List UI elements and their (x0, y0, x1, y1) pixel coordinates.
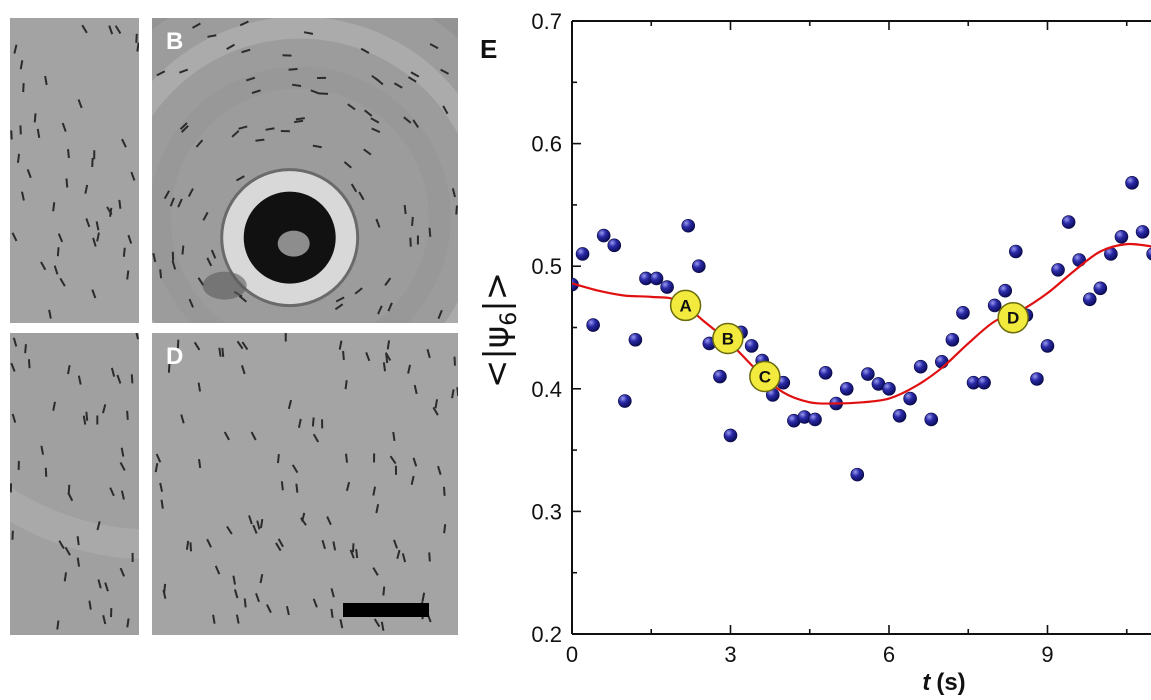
data-point (839, 381, 854, 396)
image-panel-a (10, 18, 139, 323)
data-point (956, 305, 970, 320)
marker-label: A (679, 296, 691, 315)
chart-axes (571, 20, 1151, 635)
data-point (987, 298, 1002, 313)
data-point (1008, 244, 1023, 259)
y-tick-label: 0.7 (531, 9, 562, 34)
data-point (998, 283, 1013, 298)
x-tick-labels: 0 3 6 9 (566, 642, 1054, 667)
y-axis-label-end: |> (477, 272, 517, 312)
data-point (1030, 372, 1044, 386)
marker-label: B (722, 330, 734, 349)
panel-background (152, 333, 458, 635)
panel-background (10, 18, 139, 323)
data-point (1114, 229, 1129, 244)
y-tick-label: 0.4 (531, 377, 562, 402)
marker-label: D (1007, 309, 1019, 328)
data-point (1040, 339, 1055, 353)
y-axis-label-sub: 6 (497, 312, 522, 326)
data-point (818, 366, 833, 380)
data-point (1125, 176, 1139, 190)
scale-bar (343, 603, 429, 617)
marker-label: C (759, 368, 771, 387)
data-point (977, 375, 991, 390)
x-tick-label: 0 (566, 642, 578, 667)
y-tick-label: 0.2 (531, 622, 562, 647)
marker-circle (749, 360, 781, 393)
panel-background (10, 333, 139, 635)
x-tick-label: 3 (724, 642, 736, 667)
x-axis-label-var: t (922, 669, 931, 696)
data-point (649, 271, 664, 286)
data-point (618, 394, 632, 408)
y-tick-label: 0.6 (531, 132, 562, 157)
data-point (903, 391, 917, 406)
data-point (1051, 263, 1065, 277)
data-point (1135, 225, 1150, 239)
particle-image-c (10, 333, 139, 635)
data-point (924, 412, 939, 427)
data-point (1093, 281, 1108, 296)
data-point (713, 369, 727, 384)
data-point (1061, 215, 1076, 229)
marker-a: A (669, 289, 702, 322)
chart-panel-letter: E (480, 34, 497, 64)
data-point (575, 247, 590, 261)
marker-b: B (712, 322, 744, 355)
data-point (808, 412, 822, 427)
data-point (892, 408, 907, 423)
data-point (1072, 253, 1086, 267)
data-point (850, 467, 865, 482)
y-tick-label: 0.3 (531, 499, 562, 524)
particle-image-b (152, 18, 458, 323)
particle-image-a (10, 18, 139, 323)
y-axis-label-text: <|ψ (477, 326, 517, 388)
image-panel-b: B (152, 18, 458, 323)
data-point (681, 218, 696, 233)
data-point (882, 381, 896, 396)
data-point (1146, 247, 1151, 261)
data-points (572, 176, 1151, 482)
marker-circle (997, 301, 1029, 334)
fit-curve (572, 242, 1151, 405)
data-point (628, 332, 643, 347)
panel-label-d: D (166, 343, 184, 370)
data-point (913, 359, 928, 374)
data-point (744, 339, 759, 353)
image-panel-d: D (152, 333, 458, 635)
data-point (607, 238, 622, 253)
image-panel-c (10, 333, 139, 635)
chart-ticks (571, 20, 1128, 635)
data-point (935, 355, 949, 369)
marker-c: C (749, 360, 781, 393)
x-axis-label: t (s) (922, 669, 965, 696)
marker-d: D (997, 301, 1029, 334)
data-point (596, 228, 611, 243)
data-point (660, 280, 674, 294)
data-point (861, 367, 875, 381)
data-point (586, 318, 600, 332)
y-tick-label: 0.5 (531, 254, 562, 279)
data-point (723, 428, 738, 443)
y-axis-label: <|ψ6|> (477, 272, 522, 388)
marker-circle (669, 289, 702, 322)
data-point (1082, 292, 1097, 307)
x-tick-label: 9 (1041, 642, 1053, 667)
x-tick-label: 6 (883, 642, 895, 667)
y-tick-labels: 0.2 0.3 0.4 0.5 0.6 0.7 (531, 9, 562, 647)
particle-image-d (152, 333, 458, 635)
data-point (691, 259, 706, 274)
data-point (945, 332, 960, 347)
marker-circle (712, 322, 744, 355)
state-markers: A B C D (669, 289, 1029, 393)
panel-label-b: B (166, 28, 184, 55)
x-axis-label-unit: (s) (936, 669, 965, 696)
